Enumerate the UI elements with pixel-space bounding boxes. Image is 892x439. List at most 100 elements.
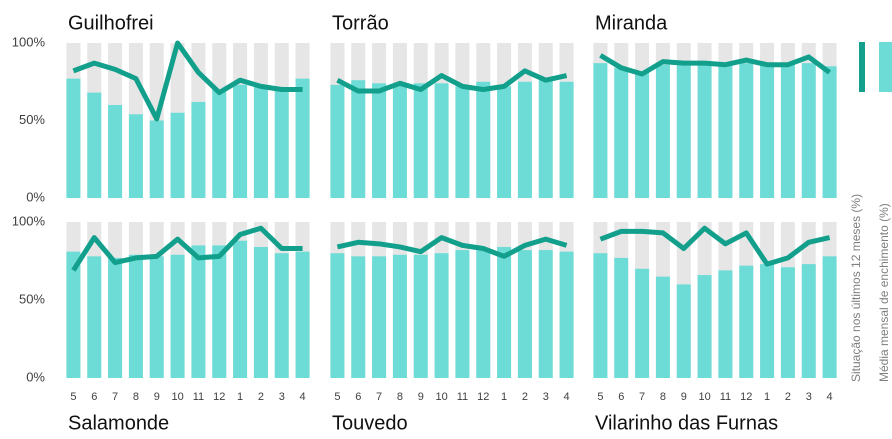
x-tick-label: 6 [355,391,361,403]
bar [497,246,512,378]
bar [66,251,81,378]
y-tick-label: 50% [19,112,45,127]
bar [87,92,102,198]
bar [295,251,310,378]
panel-title: Torrão [332,12,389,34]
bar [801,264,816,378]
bar [170,112,185,198]
bar [392,254,407,378]
line [336,235,568,259]
line [599,225,831,267]
x-tick-label: 8 [397,391,403,403]
bar [330,253,345,378]
x-tick-label: 10 [435,391,447,403]
x-tick-label: 4 [300,391,306,403]
x-tick-label: 7 [639,391,645,403]
bar [253,86,268,198]
bar [593,63,608,199]
bar [274,253,289,378]
x-tick-label: 7 [112,391,118,403]
x-tick-label: 4 [827,391,833,403]
bar [233,240,248,378]
x-tick-label: 3 [543,391,549,403]
x-tick-label: 1 [764,391,770,403]
bar [517,81,532,198]
legend-label: Situação nos últimos 12 meses (%) [849,194,863,382]
x-tick-label: 4 [564,391,570,403]
x-tick-label: 5 [597,391,603,403]
bar [128,114,143,198]
bar [372,256,387,378]
x-tick-label: 12 [477,391,489,403]
bar [593,253,608,378]
bar [212,245,227,378]
bar [434,83,449,198]
x-tick-label: 9 [681,391,687,403]
x-tick-label: 11 [720,391,731,403]
x-tick-label: 11 [457,391,468,403]
bar [822,66,837,198]
bar [330,84,345,198]
x-tick-label: 3 [806,391,812,403]
bar [538,80,553,198]
x-tick-label: 2 [785,391,791,403]
bar [655,276,670,378]
bar [801,63,816,199]
bar [676,64,691,198]
x-tick-label: 8 [660,391,666,403]
bar [170,254,185,378]
bar [128,254,143,378]
x-tick-label: 6 [618,391,624,403]
bar [191,245,206,378]
bar [372,83,387,198]
bar [274,89,289,198]
x-tick-label: 8 [133,391,139,403]
bar [108,105,123,198]
x-tick-label: 10 [171,391,183,403]
bar [351,80,366,198]
bar [253,246,268,378]
bar [780,64,795,198]
bar [149,120,164,198]
bar [455,86,470,198]
bar [108,257,123,378]
bar [476,81,491,198]
legend-label: Média mensal de enchimento (%) [877,203,891,382]
x-tick-label: 6 [91,391,97,403]
x-tick-label: 7 [376,391,382,403]
x-tick-label: 10 [698,391,710,403]
bar [739,63,754,199]
y-tick-label: 0% [26,189,45,204]
bar [697,275,712,378]
bar [497,86,512,198]
bar [780,267,795,378]
bar [655,64,670,198]
bar [559,81,574,198]
bar [538,250,553,378]
x-tick-label: 5 [334,391,340,403]
x-tick-label: 1 [501,391,507,403]
bar [697,64,712,198]
bar [718,64,733,198]
panel-title: Vilarinho das Furnas [595,412,778,434]
bar [212,89,227,198]
bar [149,256,164,378]
x-tick-label: 9 [154,391,160,403]
bar [413,83,428,198]
y-tick-label: 0% [26,369,45,384]
bar [739,265,754,378]
bar [87,256,102,378]
bar [676,284,691,378]
bar [718,270,733,378]
x-tick-label: 2 [258,391,264,403]
x-tick-label: 12 [740,391,752,403]
bar [392,84,407,198]
bar [476,250,491,378]
bar [455,250,470,378]
bar [413,254,428,378]
panel-title: Salamonde [68,412,169,434]
bar [614,67,629,198]
bar [614,257,629,378]
bar [635,268,650,378]
